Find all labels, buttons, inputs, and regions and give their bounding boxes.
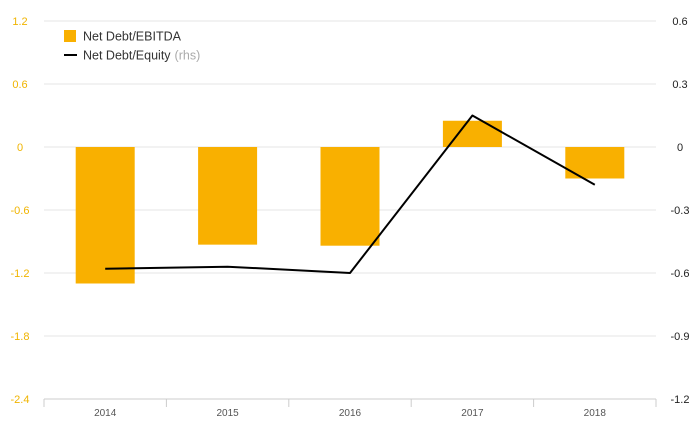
left-tick-label: -1.2 bbox=[11, 268, 30, 280]
right-tick-label: 0.3 bbox=[672, 79, 687, 91]
x-tick-label: 2014 bbox=[94, 408, 117, 419]
right-tick-label: 0 bbox=[677, 142, 683, 154]
bar-2014 bbox=[75, 147, 135, 284]
legend-label-net-debt-ebitda: Net Debt/EBITDA bbox=[83, 30, 182, 44]
right-tick-label: -0.3 bbox=[671, 205, 690, 217]
left-tick-label: 0 bbox=[17, 142, 23, 154]
x-tick-label: 2015 bbox=[216, 408, 239, 419]
bars bbox=[75, 120, 625, 284]
right-tick-label: -0.9 bbox=[671, 331, 690, 343]
line-series bbox=[105, 114, 596, 274]
axes bbox=[43, 398, 657, 407]
right-tick-label: -1.2 bbox=[671, 394, 690, 406]
left-tick-label: -2.4 bbox=[11, 394, 30, 406]
bar-2017 bbox=[442, 120, 502, 147]
legend-label-net-debt-equity-name: Net Debt/Equity bbox=[83, 49, 171, 63]
legend-swatch-net-debt-ebitda bbox=[64, 30, 76, 42]
left-axis-ticks: 1.2 0.6 0 -0.6 -1.2 -1.8 -2.4 bbox=[11, 16, 30, 406]
bar-2016 bbox=[320, 147, 380, 246]
x-tick-label: 2017 bbox=[461, 408, 484, 419]
x-tick-label: 2016 bbox=[339, 408, 362, 419]
left-tick-label: 1.2 bbox=[12, 16, 27, 28]
bar-2015 bbox=[198, 147, 258, 245]
right-tick-label: 0.6 bbox=[672, 16, 687, 28]
x-axis-ticks: 2014 2015 2016 2017 2018 bbox=[94, 408, 606, 419]
x-tick-label: 2018 bbox=[584, 408, 607, 419]
legend-label-rhs-suffix: (rhs) bbox=[175, 49, 201, 63]
right-axis-ticks: 0.6 0.3 0 -0.3 -0.6 -0.9 -1.2 bbox=[671, 16, 690, 406]
legend: Net Debt/EBITDA Net Debt/Equity (rhs) bbox=[64, 30, 200, 63]
left-tick-label: 0.6 bbox=[12, 79, 27, 91]
legend-label-net-debt-equity: Net Debt/Equity (rhs) bbox=[83, 49, 200, 63]
right-tick-label: -0.6 bbox=[671, 268, 690, 280]
left-tick-label: -0.6 bbox=[11, 205, 30, 217]
left-tick-label: -1.8 bbox=[11, 331, 30, 343]
